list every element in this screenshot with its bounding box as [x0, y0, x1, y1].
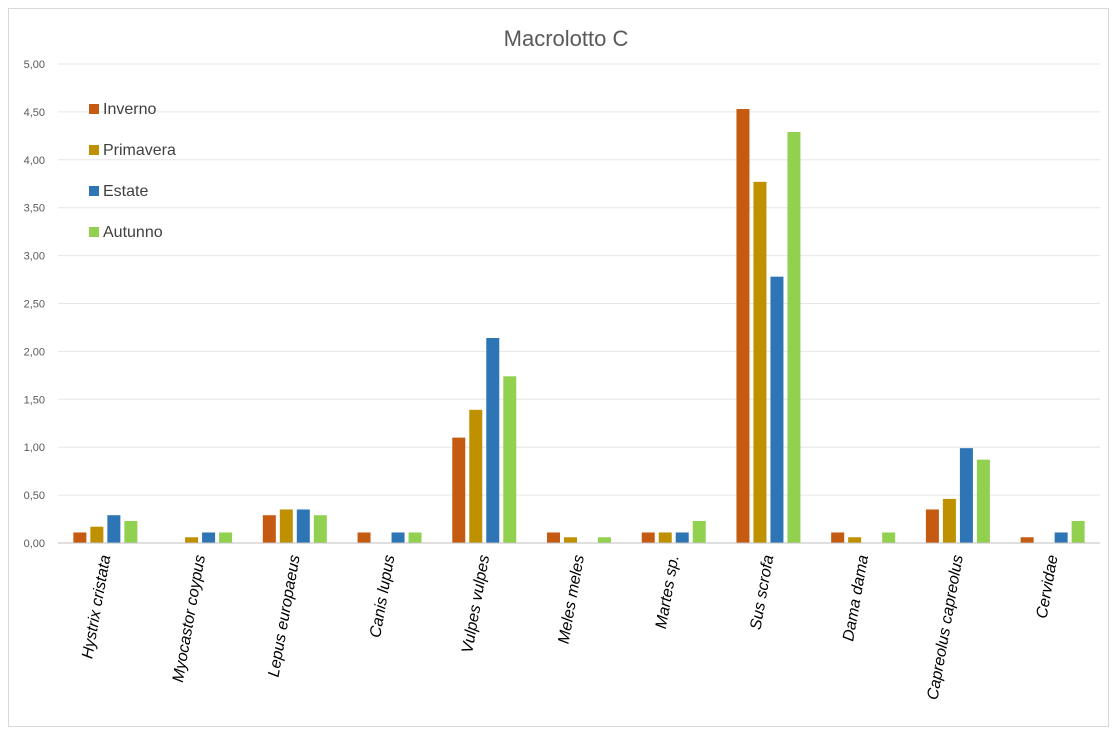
y-tick-label: 1,50 [24, 394, 45, 406]
bar [202, 532, 216, 543]
y-tick-label: 2,00 [24, 346, 45, 358]
bar [692, 520, 706, 543]
bar [279, 509, 293, 543]
bar [675, 532, 689, 543]
legend-swatch [89, 186, 99, 196]
bar [391, 532, 405, 543]
bar [90, 526, 104, 543]
legend-label: Inverno [103, 101, 156, 118]
bar [787, 132, 801, 543]
x-tick-label: Lepus europaeus [266, 554, 304, 679]
legend-swatch [89, 104, 99, 114]
x-tick-label: Hystrix cristata [79, 554, 114, 660]
bar [486, 337, 500, 543]
bar [925, 509, 939, 543]
bar [296, 509, 310, 543]
bar [753, 181, 767, 544]
bar [831, 532, 845, 543]
bar [848, 537, 862, 543]
legend-swatch [89, 227, 99, 237]
bars [73, 109, 1085, 544]
bar [452, 437, 466, 543]
bar [408, 532, 422, 543]
gridlines [58, 63, 1100, 496]
y-tick-label: 5,00 [24, 59, 45, 71]
bar [942, 498, 956, 543]
y-tick-label: 4,00 [24, 155, 45, 167]
bar [357, 532, 371, 543]
bar [185, 537, 199, 543]
bar [1054, 532, 1068, 543]
bar [641, 532, 655, 543]
x-tick-label: Cervidae [1034, 554, 1062, 620]
bar [73, 532, 87, 543]
bar [976, 459, 990, 543]
bar [882, 532, 896, 543]
bar [262, 515, 276, 543]
x-tick-label: Canis lupus [367, 554, 398, 639]
legend-swatch [89, 145, 99, 155]
bar [1071, 520, 1085, 543]
bar [658, 532, 672, 543]
x-tick-label: Martes sp. [653, 554, 683, 631]
bar [219, 532, 233, 543]
legend-label: Autunno [103, 224, 163, 241]
bar [469, 409, 483, 543]
y-tick-label: 4,50 [24, 107, 45, 119]
bar [1020, 537, 1034, 543]
bar [736, 109, 750, 543]
bar [124, 520, 138, 543]
y-tick-label: 2,50 [24, 299, 45, 311]
x-tick-label: Sus scrofa [748, 554, 778, 631]
x-tick-label: Dama dama [840, 554, 872, 643]
legend-label: Primavera [103, 142, 176, 159]
y-tick-label: 0,50 [24, 490, 45, 502]
legend: Inverno Primavera Estate Autunno [89, 101, 176, 241]
y-tick-label: 0,00 [24, 538, 45, 550]
chart-frame [8, 8, 1109, 727]
x-tick-label: Myocastor coypus [170, 554, 209, 684]
y-tick-label: 3,00 [24, 251, 45, 263]
bar [564, 537, 577, 543]
bar [770, 276, 784, 543]
bar [547, 532, 560, 543]
bar [503, 376, 517, 543]
chart-title: Macrolotto C [504, 26, 629, 51]
legend-label: Estate [103, 183, 148, 200]
bar [598, 537, 611, 543]
bar [959, 448, 973, 543]
x-tick-label: Vulpes vulpes [459, 554, 493, 655]
y-axis-ticks: 0,00 0,50 1,00 1,50 2,00 2,50 3,00 3,50 4,00 4,50… [24, 59, 45, 550]
x-tick-label: Capreolus capreolus [925, 554, 967, 701]
y-tick-label: 3,50 [24, 203, 45, 215]
x-axis-ticks: Hystrix cristata Myocastor coypus Lepus eu… [79, 554, 1061, 702]
bar [107, 515, 121, 543]
x-tick-label: Meles meles [556, 554, 588, 645]
bar [313, 515, 327, 543]
y-tick-label: 1,00 [24, 442, 45, 454]
